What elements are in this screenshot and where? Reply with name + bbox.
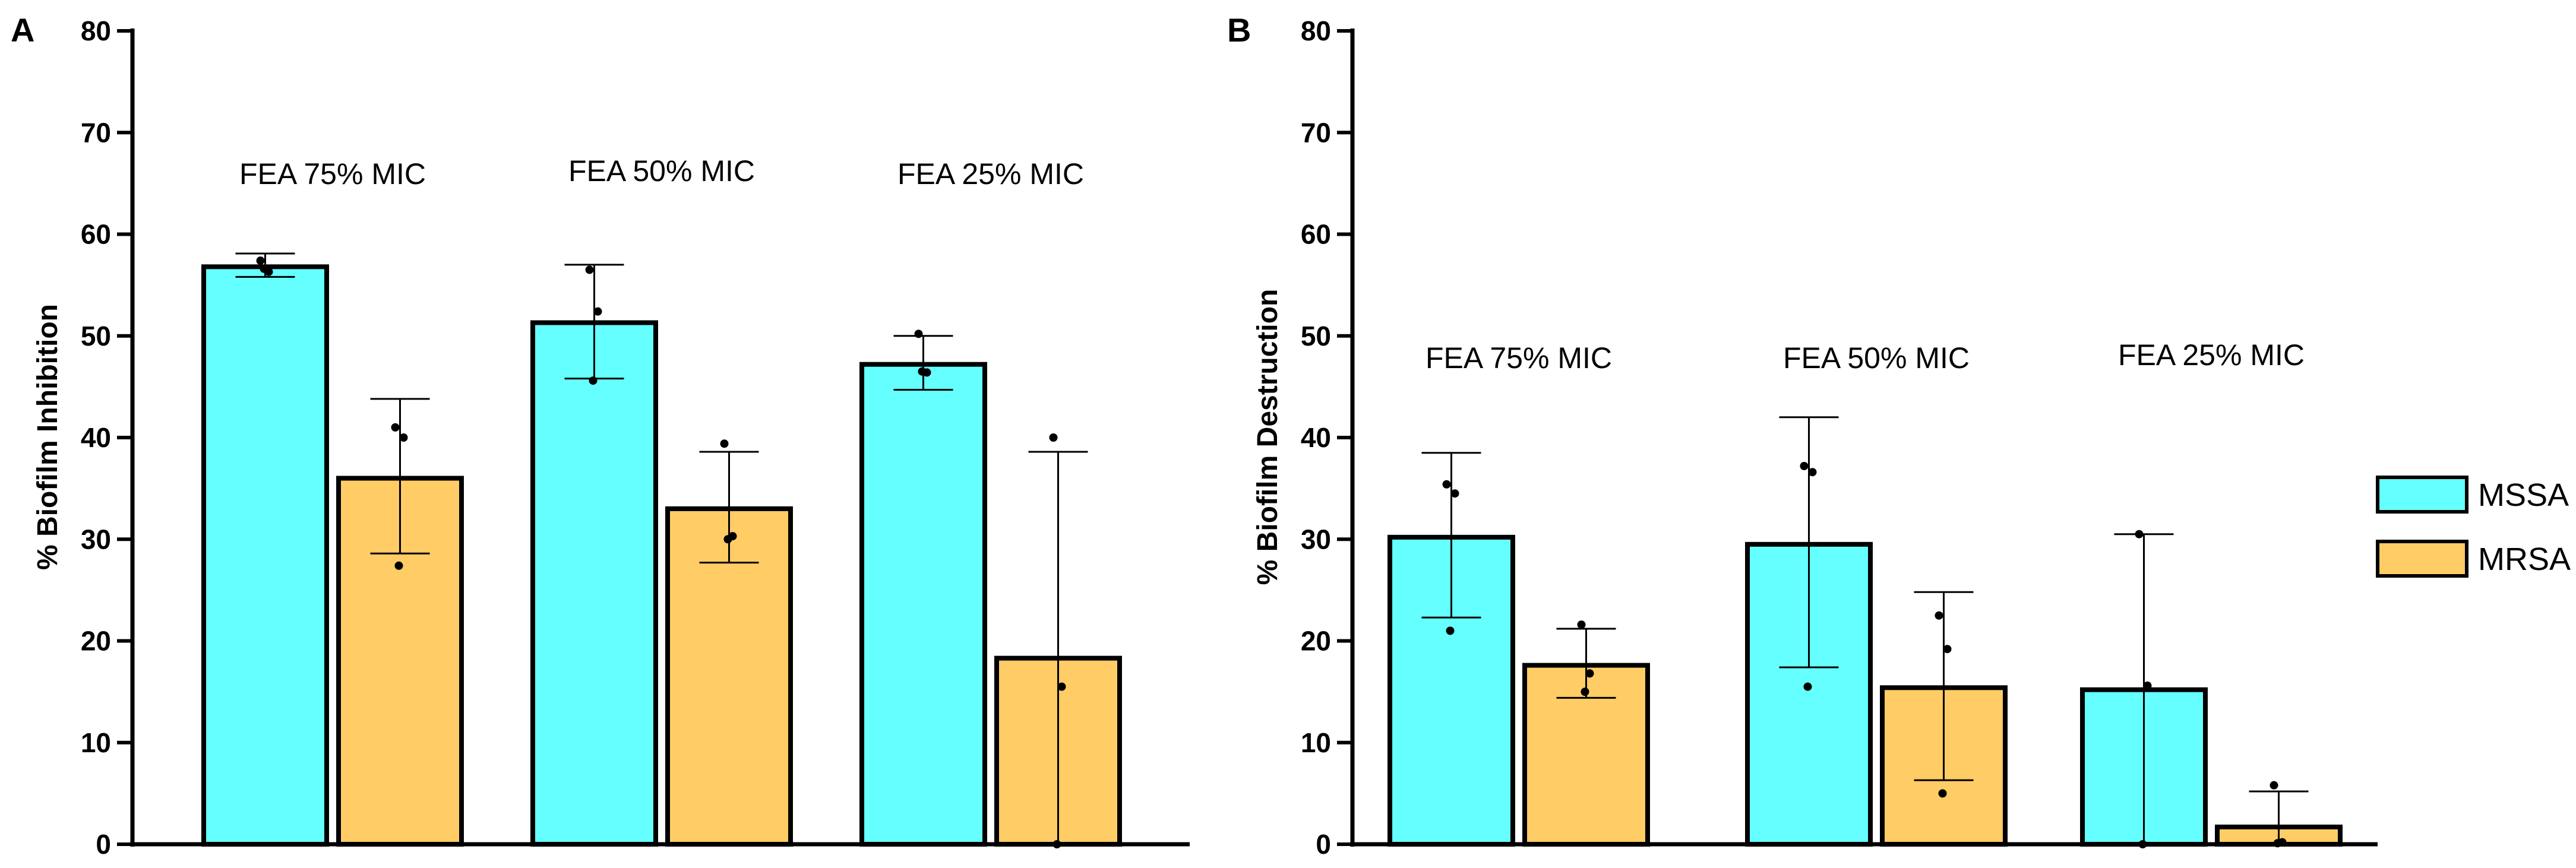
- data-point: [2135, 530, 2144, 538]
- data-point: [391, 423, 400, 432]
- group-label: FEA 50% MIC: [1783, 341, 1970, 375]
- data-point: [1585, 669, 1594, 678]
- legend-item-mrsa: MRSA: [2376, 540, 2571, 578]
- legend-swatch-mrsa: [2376, 540, 2468, 578]
- y-tick-label: 80: [81, 15, 111, 46]
- y-tick-label: 70: [81, 117, 111, 148]
- panel-label-a: A: [11, 11, 34, 49]
- data-point: [1057, 682, 1066, 691]
- group-label: FEA 75% MIC: [239, 157, 426, 191]
- legend-item-mssa: MSSA: [2376, 476, 2569, 514]
- data-point: [1808, 468, 1817, 477]
- data-point: [394, 561, 403, 570]
- data-point: [2143, 681, 2152, 690]
- bar-mssa: [201, 264, 329, 847]
- data-point: [723, 535, 732, 544]
- y-tick-label: 0: [96, 829, 111, 860]
- y-tick-label: 20: [81, 626, 111, 657]
- y-axis-title-b: % Biofilm Destruction: [1252, 289, 1284, 585]
- legend-swatch-mssa: [2376, 476, 2468, 514]
- y-tick-label: 60: [1301, 219, 1331, 250]
- y-tick-label: 10: [1301, 727, 1331, 758]
- data-point: [260, 264, 268, 273]
- y-tick-label: 30: [81, 524, 111, 555]
- data-point: [2138, 840, 2147, 848]
- y-tick-label: 70: [1301, 117, 1331, 148]
- y-tick-label: 40: [1301, 422, 1331, 453]
- legend-label-mrsa: MRSA: [2478, 541, 2571, 577]
- data-point: [1052, 840, 1061, 848]
- legend-label-mssa: MSSA: [2478, 477, 2569, 513]
- data-point: [1577, 620, 1586, 629]
- bar-mrsa: [665, 506, 793, 847]
- group-label: FEA 25% MIC: [897, 157, 1084, 191]
- y-tick-label: 10: [81, 727, 111, 758]
- y-axis-title-a: % Biofilm Inhibition: [32, 304, 64, 570]
- group-label: FEA 50% MIC: [568, 154, 755, 188]
- data-point: [589, 376, 598, 385]
- y-tick-label: 50: [1301, 321, 1331, 351]
- group-label: FEA 75% MIC: [1426, 341, 1612, 375]
- legend: MSSA MRSA: [2376, 476, 2571, 578]
- data-point: [1450, 489, 1459, 498]
- data-point: [2273, 839, 2282, 848]
- bar-mssa: [530, 320, 658, 847]
- data-point: [256, 256, 265, 265]
- data-point: [2270, 781, 2278, 790]
- y-tick-label: 30: [1301, 524, 1331, 555]
- data-point: [1049, 433, 1058, 442]
- data-point: [1581, 688, 1589, 696]
- plot-area-a: 0 10 20 30 40 50 60 70 80 FEA 75% MIC FEA 50% MIC F…: [81, 15, 1190, 860]
- data-point: [1935, 611, 1943, 620]
- data-point: [1446, 626, 1455, 635]
- y-tick-label: 20: [1301, 626, 1331, 657]
- data-point: [1800, 461, 1809, 470]
- data-point: [1803, 682, 1812, 691]
- data-point: [720, 439, 729, 448]
- panel-label-b: B: [1227, 11, 1251, 49]
- data-point: [918, 367, 927, 376]
- data-point: [1943, 645, 1952, 654]
- y-tick-label: 50: [81, 321, 111, 351]
- y-tick-label: 40: [81, 422, 111, 453]
- plot-area-b: 0 10 20 30 40 50 60 70 80 FEA 75% MIC FEA 50% MIC F…: [1301, 15, 2378, 860]
- y-tick-label: 80: [1301, 15, 1331, 46]
- panel-b: B % Biofilm Destruction 0 10 20 30 40 50 60 70 8…: [1227, 11, 2378, 860]
- y-tick-label: 60: [81, 219, 111, 250]
- data-point: [593, 307, 602, 316]
- data-point: [1442, 480, 1451, 489]
- data-point: [914, 330, 923, 338]
- data-point: [399, 433, 408, 442]
- data-point: [585, 265, 594, 274]
- data-point: [1938, 789, 1947, 798]
- bar-mssa: [859, 362, 987, 847]
- y-tick-label: 0: [1316, 829, 1331, 860]
- panel-a: A % Biofilm Inhibition 0 10 20 30 40 50 60 70 80…: [11, 11, 1190, 860]
- group-label: FEA 25% MIC: [2118, 338, 2305, 372]
